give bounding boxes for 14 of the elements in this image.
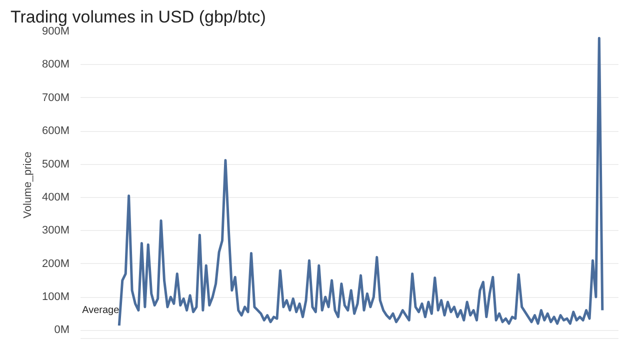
y-axis-title: Volume_price: [22, 152, 34, 218]
y-tick-label: 300M: [42, 224, 70, 237]
y-tick-label: 900M: [42, 26, 70, 38]
y-tick-label: 200M: [42, 258, 70, 270]
y-tick-label: 800M: [42, 58, 70, 71]
y-tick-label: 500M: [42, 158, 70, 170]
y-tick-label: 100M: [42, 291, 70, 304]
y-tick-label: 400M: [42, 191, 70, 204]
y-tick-label: 0M: [54, 324, 70, 336]
y-tick-label: 700M: [42, 92, 70, 104]
annotation: Average: [82, 304, 120, 316]
y-tick-label: 600M: [42, 125, 70, 138]
chart-title: Trading volumes in USD (gbp/btc): [10, 8, 266, 26]
line-series: [118, 36, 604, 327]
